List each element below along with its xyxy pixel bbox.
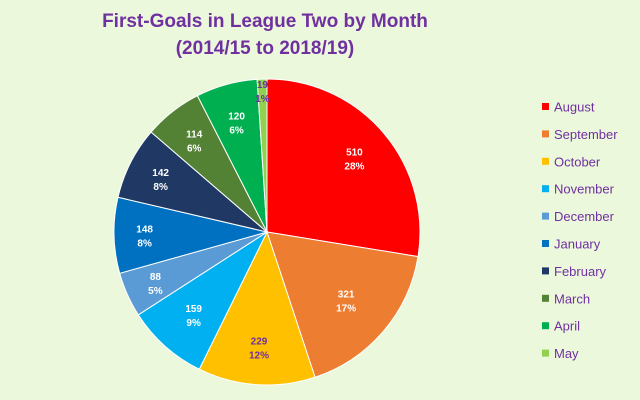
legend-label-november: November xyxy=(554,182,615,197)
slice-percent-label-may: 1% xyxy=(255,94,270,105)
slice-percent-label-february: 8% xyxy=(153,182,168,193)
chart-title-line-1: First-Goals in League Two by Month xyxy=(102,11,428,32)
slice-percent-label-march: 6% xyxy=(187,143,202,154)
slice-value-label-february: 142 xyxy=(152,168,169,179)
legend-label-august: August xyxy=(554,100,595,115)
legend-label-december: December xyxy=(554,209,615,224)
slice-percent-label-january: 8% xyxy=(137,239,152,250)
slice-value-label-january: 148 xyxy=(136,225,153,236)
chart-title-line-2: (2014/15 to 2018/19) xyxy=(175,38,355,59)
legend-swatch-december xyxy=(542,212,549,220)
legend-label-march: March xyxy=(554,291,590,306)
slice-value-label-march: 114 xyxy=(186,129,203,140)
legend-swatch-may xyxy=(542,349,549,357)
slice-percent-label-december: 5% xyxy=(148,286,163,297)
pie-slice-august xyxy=(266,78,421,258)
slice-value-label-september: 321 xyxy=(338,290,355,301)
legend-swatch-january xyxy=(542,240,549,247)
legend-swatch-march xyxy=(542,294,549,302)
slice-percent-label-april: 6% xyxy=(229,125,244,136)
pie-slice-november xyxy=(137,230,269,370)
slice-value-label-april: 120 xyxy=(228,111,245,122)
legend-swatch-august xyxy=(542,103,549,110)
slice-percent-label-september: 17% xyxy=(336,304,356,315)
pie-slice-september xyxy=(266,231,419,378)
legend-swatch-november xyxy=(542,185,549,193)
slice-value-label-october: 229 xyxy=(251,336,268,347)
slice-percent-label-august: 28% xyxy=(344,162,364,173)
slice-value-label-august: 510 xyxy=(346,148,363,159)
legend-label-april: April xyxy=(554,319,580,334)
legend-label-september: September xyxy=(554,127,618,142)
pie-slice-october xyxy=(198,230,316,386)
slice-value-label-may: 19 xyxy=(257,80,269,91)
legend-swatch-october xyxy=(542,157,549,165)
slice-value-label-november: 159 xyxy=(185,304,202,315)
pie-slice-may xyxy=(256,78,268,233)
legend-swatch-april xyxy=(542,322,549,330)
legend-swatch-september xyxy=(542,130,549,138)
legend-label-january: January xyxy=(554,237,601,252)
slice-percent-label-november: 9% xyxy=(186,318,201,329)
slice-percent-label-october: 12% xyxy=(249,350,269,361)
legend-swatch-february xyxy=(542,267,549,275)
legend-label-february: February xyxy=(554,264,607,279)
slice-value-label-december: 88 xyxy=(150,272,162,283)
legend-label-october: October xyxy=(554,154,601,169)
legend-label-may: May xyxy=(554,346,579,361)
